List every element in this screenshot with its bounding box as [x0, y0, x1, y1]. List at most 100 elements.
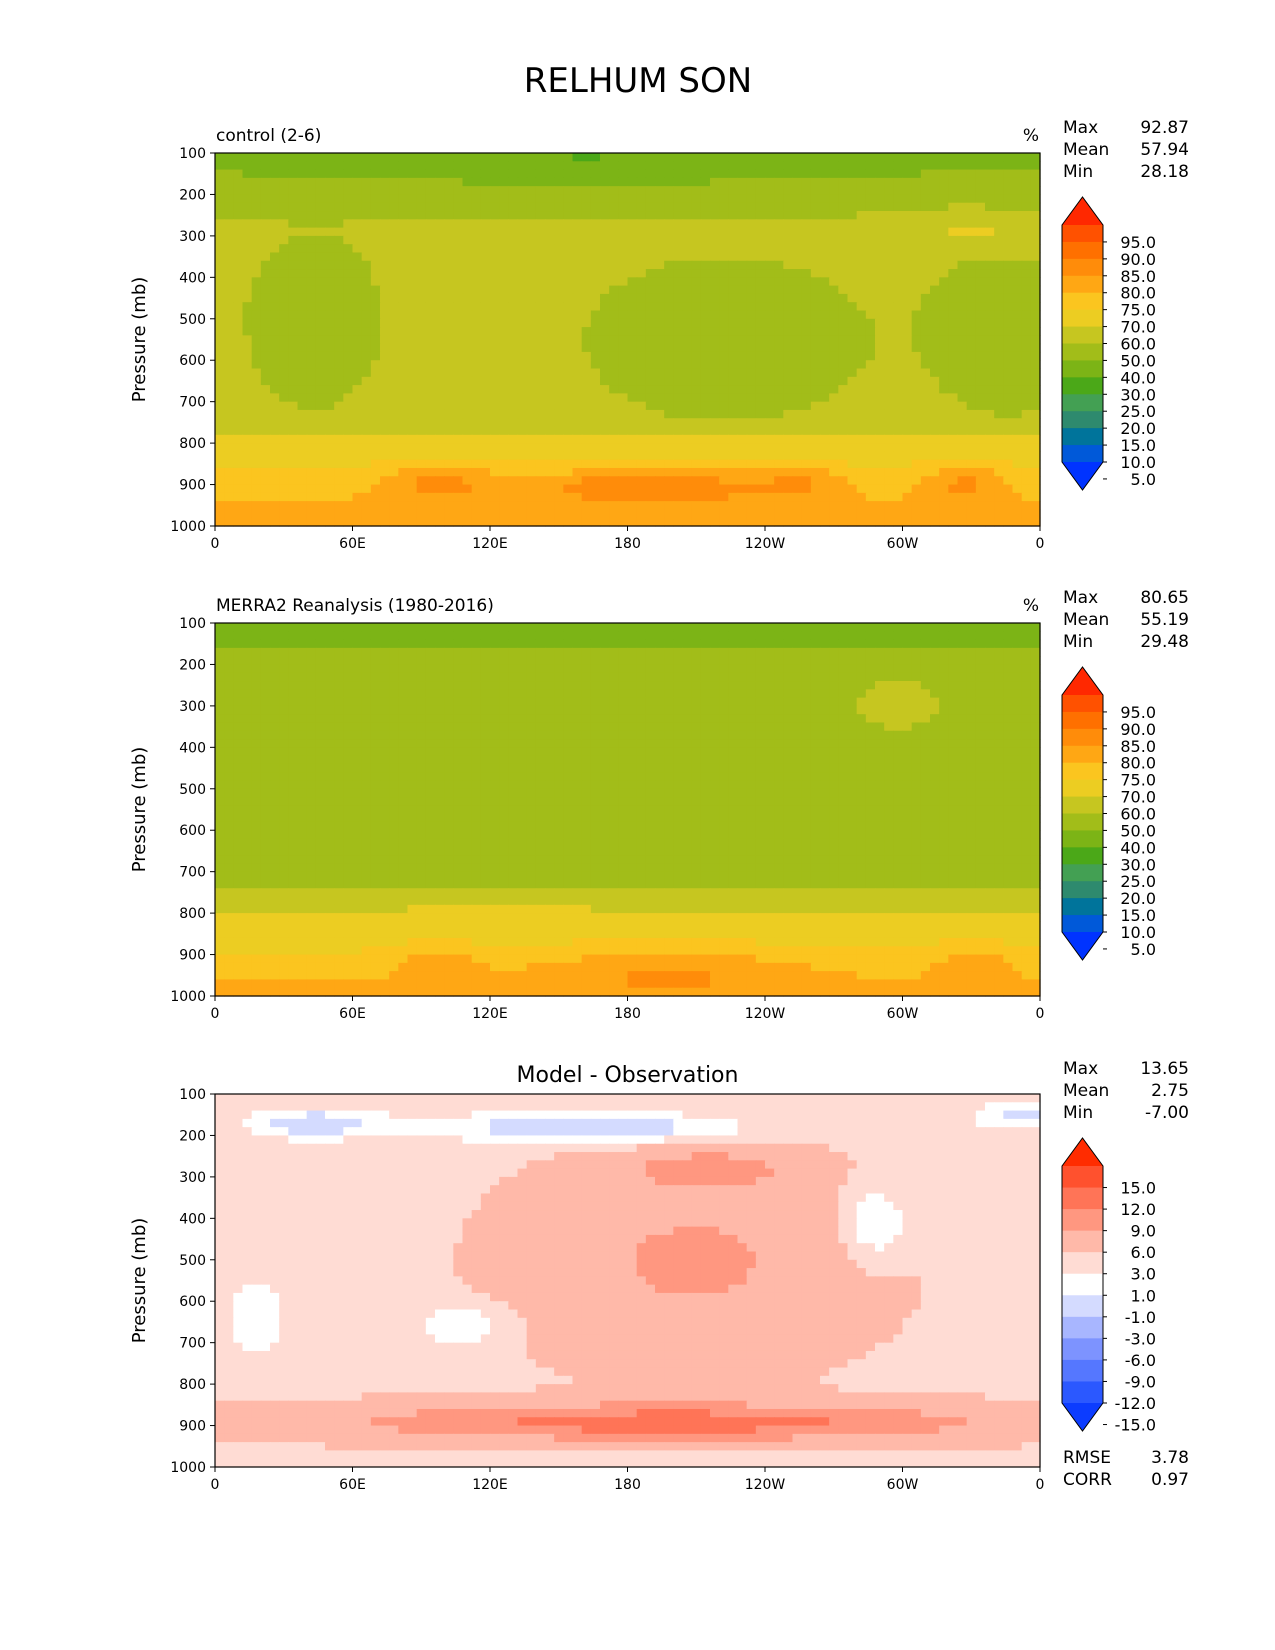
field-cell	[398, 393, 409, 403]
field-cell	[260, 426, 271, 436]
field-cell	[517, 451, 528, 461]
field-cell	[957, 202, 968, 212]
field-cell	[462, 335, 473, 345]
field-cell	[682, 484, 693, 494]
field-cell	[691, 426, 702, 436]
field-cell	[829, 351, 839, 361]
field-cell	[572, 672, 583, 682]
field-cell	[645, 451, 656, 461]
field-cell	[609, 310, 619, 320]
field-cell	[453, 343, 464, 353]
field-cell	[618, 186, 629, 196]
field-cell	[535, 153, 546, 162]
field-cell	[1012, 169, 1023, 179]
field-cell	[645, 476, 656, 486]
field-cell	[957, 194, 968, 204]
field-cell	[691, 451, 702, 461]
field-cell	[260, 681, 271, 690]
field-cell	[911, 219, 922, 229]
field-cell	[618, 327, 629, 336]
field-cell	[774, 219, 784, 229]
field-cell	[1030, 269, 1041, 278]
field-cell	[875, 227, 885, 237]
field-cell	[526, 310, 537, 320]
field-cell	[774, 656, 784, 666]
field-cell	[215, 681, 225, 690]
field-cell	[645, 169, 656, 179]
field-cell	[801, 476, 812, 486]
field-cell	[957, 368, 968, 378]
field-cell	[590, 327, 601, 336]
field-cell	[939, 202, 949, 212]
field-cell	[865, 509, 876, 519]
field-cell	[691, 343, 702, 353]
field-cell	[939, 177, 949, 187]
field-cell	[334, 376, 344, 386]
field-cell	[774, 517, 784, 527]
field-cell	[810, 335, 821, 345]
field-cell	[801, 269, 812, 278]
field-cell	[664, 335, 674, 345]
field-cell	[490, 285, 500, 295]
field-cell	[435, 219, 445, 229]
field-cell	[251, 285, 262, 295]
field-cell	[792, 689, 803, 699]
field-cell	[416, 517, 427, 527]
field-cell	[251, 219, 262, 229]
field-cell	[920, 293, 931, 303]
field-cell	[389, 451, 399, 461]
field-cell	[444, 169, 454, 179]
field-cell	[453, 656, 464, 666]
field-cell	[911, 277, 922, 287]
field-cell	[215, 492, 225, 502]
field-cell	[508, 484, 519, 494]
field-cell	[948, 260, 959, 270]
field-cell	[352, 484, 363, 494]
field-cell	[957, 219, 968, 229]
field-cell	[270, 434, 280, 444]
field-cell	[224, 327, 234, 336]
field-cell	[1012, 368, 1023, 378]
y-tick-label: 600	[179, 353, 206, 369]
field-cell	[957, 467, 968, 477]
field-cell	[444, 451, 454, 461]
field-cell	[270, 351, 280, 361]
field-cell	[526, 501, 537, 511]
field-cell	[535, 277, 546, 287]
field-cell	[893, 459, 904, 469]
field-cell	[966, 169, 977, 179]
field-cell	[838, 277, 849, 287]
field-cell	[251, 293, 262, 303]
field-cell	[664, 647, 674, 657]
field-cell	[462, 293, 473, 303]
field-cell	[416, 385, 427, 394]
field-cell	[920, 335, 931, 345]
field-cell	[416, 285, 427, 295]
field-cell	[260, 211, 271, 220]
field-cell	[902, 343, 913, 353]
field-cell	[920, 211, 931, 220]
field-cell	[554, 639, 564, 649]
field-cell	[856, 509, 867, 519]
field-cell	[700, 647, 711, 657]
field-cell	[435, 235, 445, 245]
field-cell	[315, 252, 326, 262]
field-cell	[920, 368, 931, 378]
field-cell	[471, 194, 482, 204]
field-cell	[765, 517, 775, 527]
field-cell	[416, 310, 427, 320]
field-cell	[444, 509, 454, 519]
field-cell	[838, 335, 849, 345]
field-cell	[389, 689, 399, 699]
field-cell	[590, 260, 601, 270]
field-cell	[645, 161, 656, 171]
field-cell	[957, 252, 968, 262]
field-cell	[444, 335, 454, 345]
field-cell	[425, 639, 436, 649]
field-cell	[270, 459, 280, 469]
field-cell	[572, 385, 583, 394]
field-cell	[820, 194, 830, 204]
field-cell	[471, 443, 482, 452]
field-cell	[288, 681, 299, 690]
field-cell	[590, 177, 601, 187]
